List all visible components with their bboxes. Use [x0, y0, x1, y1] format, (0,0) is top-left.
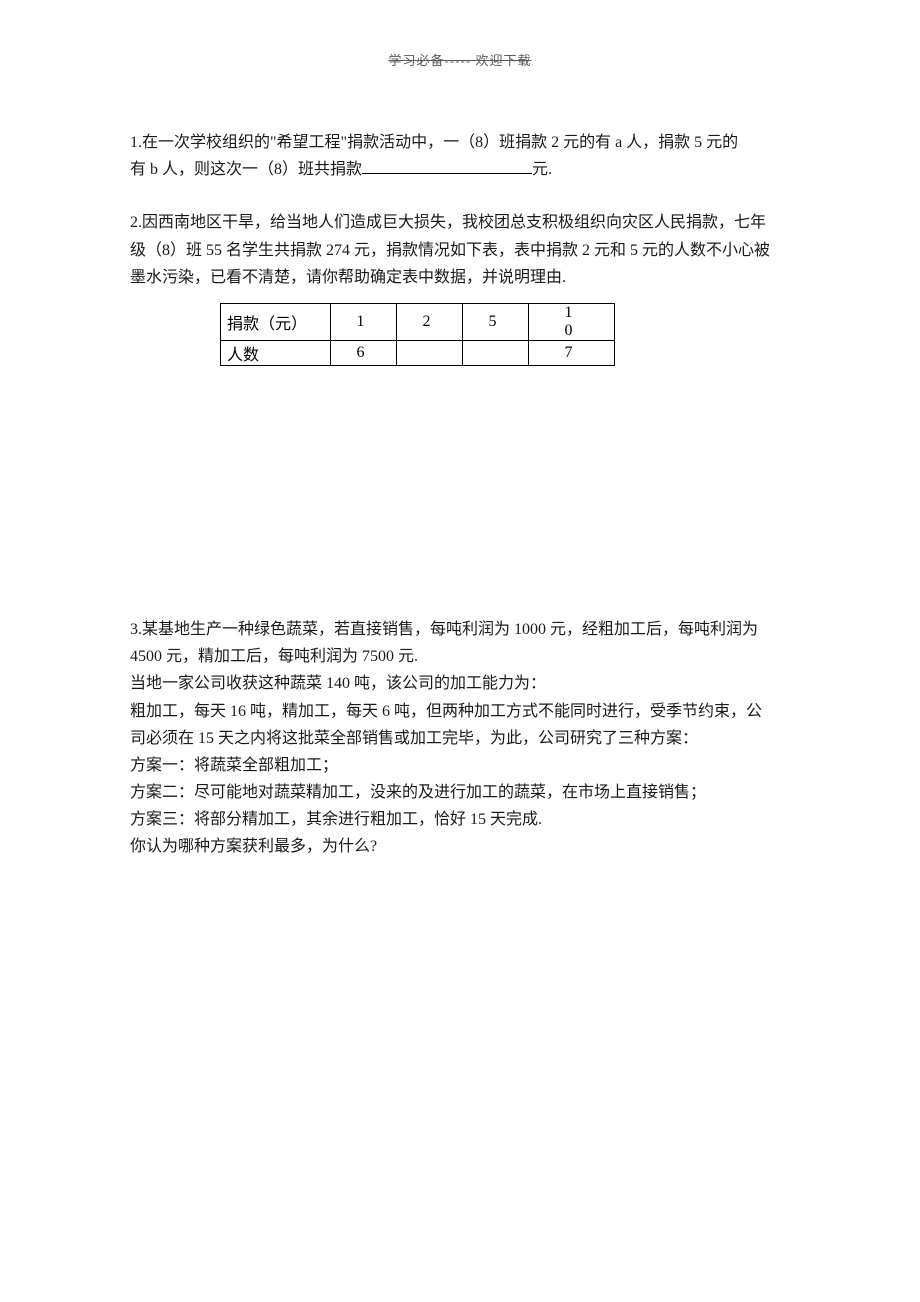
q3-p2: 4500 元，精加工后，每吨利润为 7500 元. [130, 643, 790, 670]
table-row: 捐款（元） 1 2 5 1 0 [221, 303, 615, 340]
cell-count-10: 7 [529, 340, 615, 365]
page-header: 学习必备----- 欢迎下载 [130, 50, 790, 69]
cell-donation-label: 捐款（元） [221, 303, 331, 340]
cell-count-1: 6 [331, 340, 397, 365]
q1-line2b: 元. [532, 161, 552, 178]
q1-line1: 1.在一次学校组织的"希望工程"捐款活动中，一（8）班捐款 2 元的有 a 人，… [130, 134, 738, 151]
q3-p3: 当地一家公司收获这种蔬菜 140 吨，该公司的加工能力为： [130, 670, 790, 697]
cell-donation-1: 1 [331, 303, 397, 340]
question-1: 1.在一次学校组织的"希望工程"捐款活动中，一（8）班捐款 2 元的有 a 人，… [130, 129, 790, 183]
cell-count-label: 人数 [221, 340, 331, 365]
q2-line1: 2.因西南地区干旱，给当地人们造成巨大损失，我校团总支积极组织向灾区人民捐款，七… [130, 214, 766, 231]
cell-donation-10: 1 0 [529, 303, 615, 340]
cell-count-2 [397, 340, 463, 365]
question-2: 2.因西南地区干旱，给当地人们造成巨大损失，我校团总支积极组织向灾区人民捐款，七… [130, 209, 790, 291]
q2-line2: 级（8）班 55 名学生共捐款 274 元，捐款情况如下表，表中捐款 2 元和 … [130, 242, 770, 259]
table-row: 人数 6 7 [221, 340, 615, 365]
q3-p9: 你认为哪种方案获利最多，为什么? [130, 833, 790, 860]
q3-p6: 方案一：将蔬菜全部粗加工； [130, 752, 790, 779]
q3-p4: 粗加工，每天 16 吨，精加工，每天 6 吨，但两种加工方式不能同时进行，受季节… [130, 698, 790, 725]
q1-blank [362, 158, 532, 174]
q2-table-wrap: 捐款（元） 1 2 5 1 0 人数 6 7 [130, 303, 790, 366]
cell-count-5 [463, 340, 529, 365]
cell-donation-5: 5 [463, 303, 529, 340]
q1-line2a: 有 b 人，则这次一（8）班共捐款 [130, 161, 362, 178]
q2-table: 捐款（元） 1 2 5 1 0 人数 6 7 [220, 303, 615, 366]
cell-donation-2: 2 [397, 303, 463, 340]
q3-p1: 3.某基地生产一种绿色蔬菜，若直接销售，每吨利润为 1000 元，经粗加工后，每… [130, 616, 790, 643]
question-3: 3.某基地生产一种绿色蔬菜，若直接销售，每吨利润为 1000 元，经粗加工后，每… [130, 616, 790, 861]
q3-p8: 方案三：将部分精加工，其余进行粗加工，恰好 15 天完成. [130, 806, 790, 833]
q3-p7: 方案二：尽可能地对蔬菜精加工，没来的及进行加工的蔬菜，在市场上直接销售； [130, 779, 790, 806]
q3-p5: 司必须在 15 天之内将这批菜全部销售或加工完毕，为此，公司研究了三种方案： [130, 725, 790, 752]
q2-line3: 墨水污染，已看不清楚，请你帮助确定表中数据，并说明理由. [130, 269, 566, 286]
